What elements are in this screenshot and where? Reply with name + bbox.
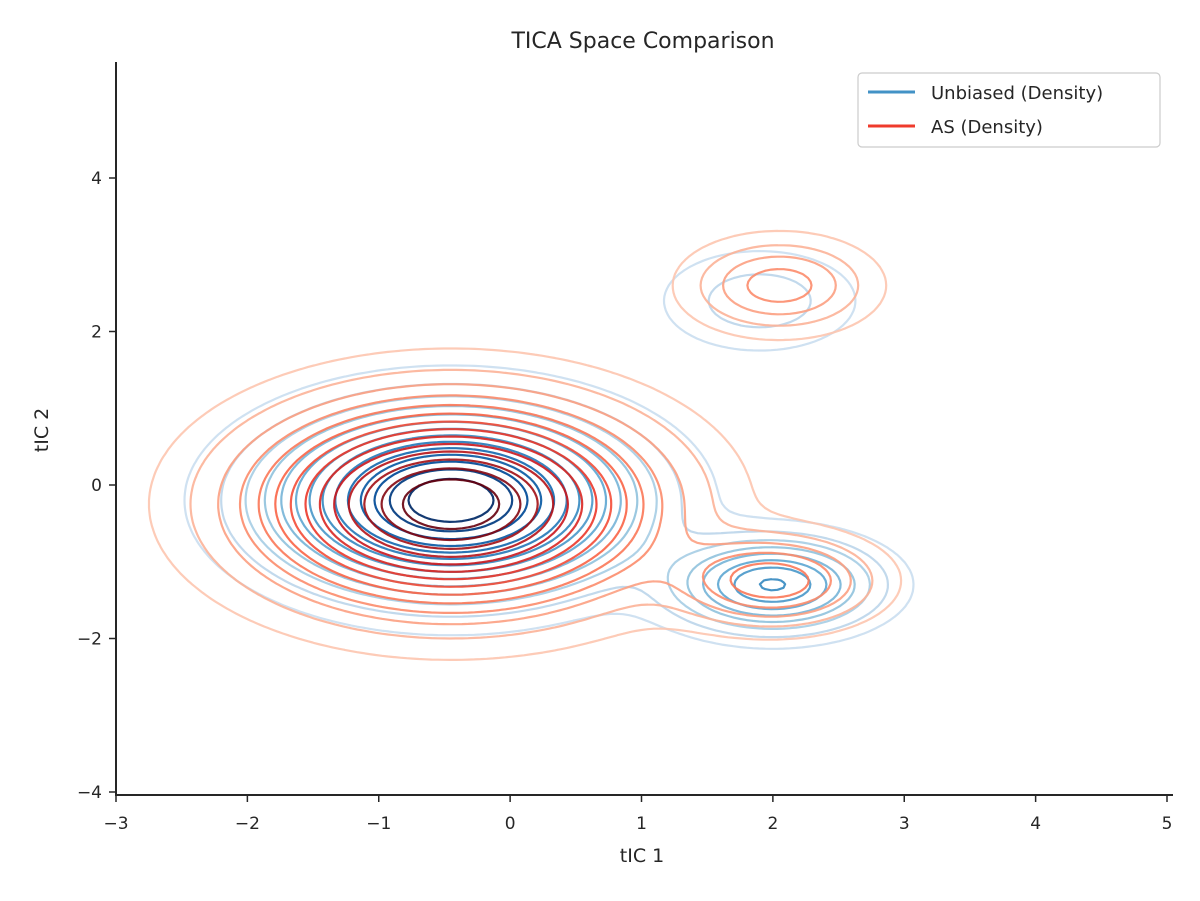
x-tick-label: 1 — [636, 814, 647, 834]
contour-level — [333, 442, 569, 566]
contour-level — [401, 478, 501, 531]
x-axis-ticks: −3 −2 −1 0 1 2 3 4 5 — [103, 795, 1172, 834]
contour-area — [147, 229, 915, 661]
x-tick-label: 4 — [1030, 814, 1041, 834]
contour-level — [257, 403, 810, 605]
contour-level — [304, 428, 598, 581]
contour-level — [238, 268, 832, 614]
contour-level — [274, 412, 628, 596]
y-axis-title: tIC 2 — [31, 408, 53, 452]
contour-level — [217, 255, 852, 626]
legend: Unbiased (Density) AS (Density) — [857, 72, 1161, 148]
contour-level — [347, 450, 555, 558]
contour-level — [318, 435, 584, 573]
x-tick-label: −2 — [235, 814, 260, 834]
y-axis-ticks: −4 −2 0 2 4 — [77, 169, 116, 803]
legend-box — [857, 72, 1161, 148]
y-tick-label: 0 — [91, 476, 102, 496]
contour-level — [363, 458, 539, 550]
contour-level — [189, 244, 874, 640]
x-tick-label: 2 — [767, 814, 778, 834]
y-tick-label: −2 — [77, 630, 102, 650]
contour-level — [380, 467, 522, 542]
x-tick-label: 0 — [505, 814, 516, 834]
legend-label-as: AS (Density) — [931, 117, 1043, 138]
contour-series-1 — [147, 229, 903, 661]
contour-level — [346, 447, 556, 554]
contour-level — [289, 420, 613, 588]
contour-level — [183, 250, 915, 650]
x-tick-label: −3 — [103, 814, 128, 834]
contour-level — [147, 229, 903, 661]
y-tick-label: 4 — [91, 169, 102, 189]
x-axis-title: tIC 1 — [620, 845, 664, 867]
x-tick-label: 5 — [1162, 814, 1173, 834]
x-tick-label: −1 — [366, 814, 391, 834]
legend-label-unbiased: Unbiased (Density) — [931, 83, 1103, 104]
y-tick-label: −4 — [77, 783, 102, 803]
chart-title: TICA Space Comparison — [510, 29, 774, 54]
y-tick-label: 2 — [91, 323, 102, 343]
x-tick-label: 3 — [899, 814, 910, 834]
contour-level — [388, 468, 514, 533]
